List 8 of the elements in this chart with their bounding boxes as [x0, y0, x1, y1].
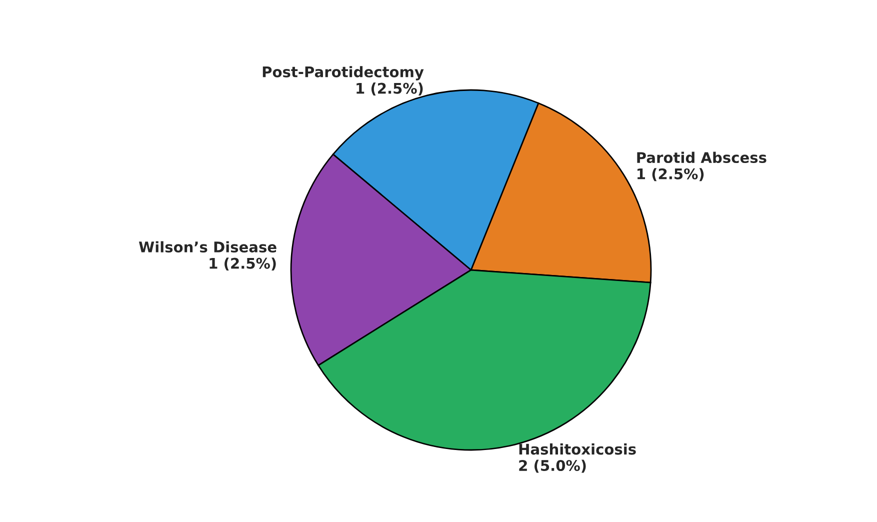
slice-label: Hashitoxicosis: [519, 443, 636, 455]
data-label: 2 (5.0%): [519, 460, 586, 473]
slice-label: Parotid Abscess: [637, 152, 766, 164]
data-label: 1 (2.5%): [638, 168, 704, 182]
data-label: 1 (2.5%): [210, 258, 276, 271]
data-label: 1 (2.5%): [356, 82, 423, 96]
slice-label: Wilson’s Disease: [138, 241, 276, 253]
slice-label: Post-Parotidectomy: [262, 66, 424, 80]
